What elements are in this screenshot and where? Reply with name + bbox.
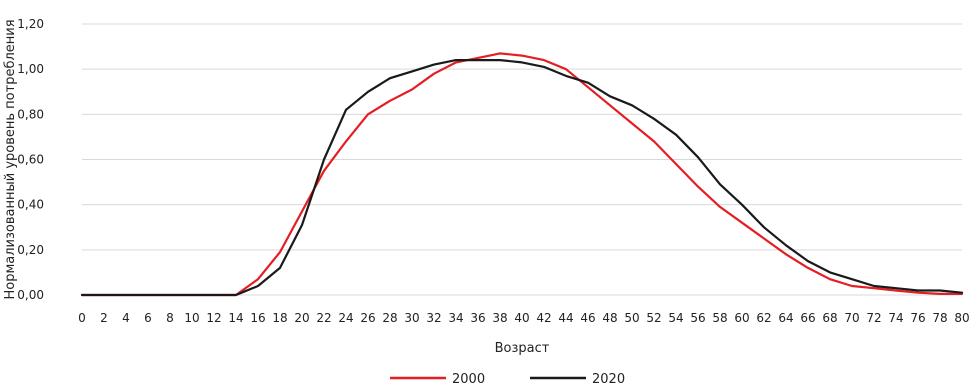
x-tick-label: 24 — [338, 311, 353, 325]
x-tick-label: 40 — [514, 311, 529, 325]
x-tick-label: 54 — [668, 311, 683, 325]
x-tick-label: 62 — [756, 311, 771, 325]
y-tick-label: 0,00 — [17, 288, 44, 302]
x-tick-label: 48 — [602, 311, 617, 325]
x-tick-label: 72 — [866, 311, 881, 325]
series-line-2020 — [80, 58, 964, 297]
x-tick-label: 0 — [78, 311, 86, 325]
x-tick-label: 68 — [822, 311, 837, 325]
x-tick-label: 58 — [712, 311, 727, 325]
series-line-2000 — [80, 52, 964, 297]
x-tick-label: 50 — [624, 311, 639, 325]
x-tick-label: 16 — [250, 311, 265, 325]
x-tick-label: 60 — [734, 311, 749, 325]
x-tick-label: 14 — [228, 311, 243, 325]
x-tick-label: 10 — [184, 311, 199, 325]
y-tick-label: 1,20 — [17, 17, 44, 31]
x-tick-label: 80 — [954, 311, 969, 325]
x-tick-label: 26 — [360, 311, 375, 325]
y-tick-label: 1,00 — [17, 62, 44, 76]
legend-label-2000: 2000 — [452, 372, 485, 387]
x-tick-label: 8 — [166, 311, 174, 325]
x-tick-label: 70 — [844, 311, 859, 325]
x-tick-label: 34 — [448, 311, 463, 325]
y-tick-label: 0,20 — [17, 243, 44, 257]
x-tick-label: 74 — [888, 311, 903, 325]
x-tick-label: 44 — [558, 311, 573, 325]
x-tick-label: 42 — [536, 311, 551, 325]
y-tick-label: 0,40 — [17, 198, 44, 212]
x-tick-label: 46 — [580, 311, 595, 325]
x-tick-label: 66 — [800, 311, 815, 325]
y-tick-labels: 0,00 0,20 0,40 0,60 0,80 1,00 1,20 — [17, 17, 44, 302]
x-tick-label: 6 — [144, 311, 152, 325]
x-tick-label: 4 — [122, 311, 130, 325]
x-tick-label: 22 — [316, 311, 331, 325]
x-axis-title: Возраст — [495, 341, 550, 356]
x-tick-label: 78 — [932, 311, 947, 325]
x-tick-label: 32 — [426, 311, 441, 325]
y-tick-label: 0,60 — [17, 153, 44, 167]
gridlines — [82, 23, 962, 296]
y-axis-title: Нормализованный уровень потребления — [3, 19, 18, 299]
x-tick-label: 56 — [690, 311, 705, 325]
x-tick-label: 38 — [492, 311, 507, 325]
legend-label-2020: 2020 — [592, 372, 625, 387]
series-lines — [80, 52, 964, 297]
x-tick-label: 30 — [404, 311, 419, 325]
legend: 2000 2020 — [390, 372, 625, 387]
x-tick-labels: 0 2 4 6 8 10 12 14 16 18 20 22 24 26 28 30 32 34 36 38 40 42 4… — [78, 311, 969, 325]
x-tick-label: 64 — [778, 311, 793, 325]
x-tick-label: 76 — [910, 311, 925, 325]
x-tick-label: 2 — [100, 311, 108, 325]
x-tick-label: 52 — [646, 311, 661, 325]
x-tick-label: 20 — [294, 311, 309, 325]
x-tick-label: 36 — [470, 311, 485, 325]
x-tick-label: 18 — [272, 311, 287, 325]
x-tick-label: 12 — [206, 311, 221, 325]
x-tick-label: 28 — [382, 311, 397, 325]
y-tick-label: 0,80 — [17, 107, 44, 121]
